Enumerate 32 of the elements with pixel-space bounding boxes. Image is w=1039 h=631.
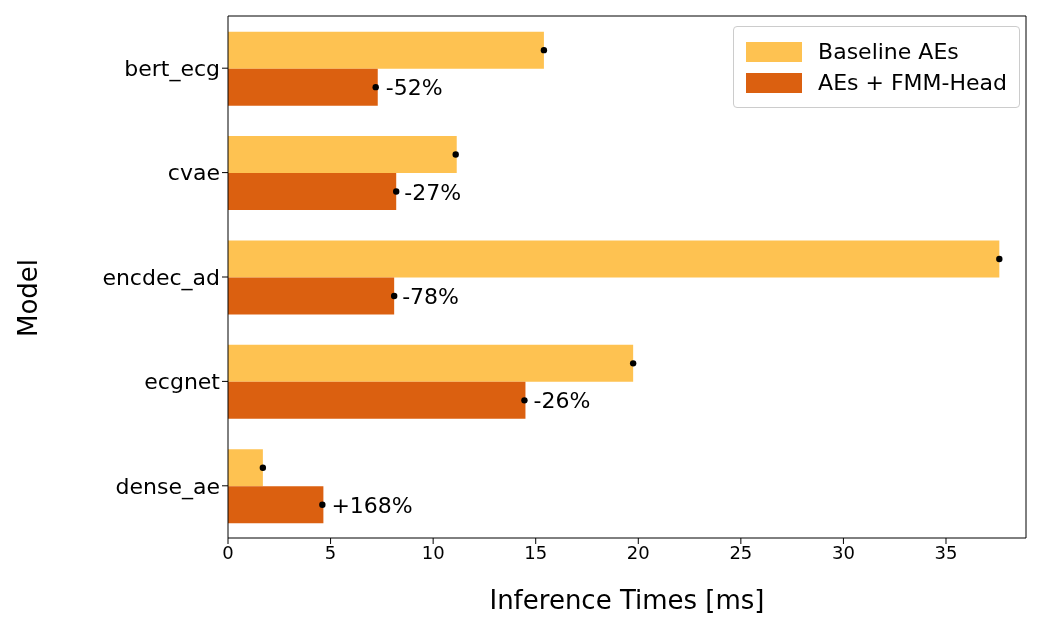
annotation: -26%	[533, 388, 591, 414]
x-axis-title: Inference Times [ms]	[489, 585, 765, 615]
y-tick-label: bert_ecg	[124, 56, 220, 83]
bar	[228, 173, 397, 211]
bar	[228, 486, 324, 524]
x-tick-label: 20	[626, 541, 650, 563]
bar	[228, 344, 634, 382]
x-tick-label: 25	[729, 541, 753, 563]
x-tick-label: 0	[222, 541, 234, 563]
x-tick-label: 35	[934, 541, 958, 563]
y-axis-title: Model	[13, 258, 44, 338]
annotation: -52%	[385, 75, 443, 101]
bar	[228, 381, 526, 419]
y-tick-label: cvae	[167, 160, 220, 186]
x-tick-label: 30	[831, 541, 855, 563]
bar	[228, 136, 457, 174]
x-tick-label: 15	[524, 541, 548, 563]
legend-label: Baseline AEs	[818, 39, 959, 64]
annotation: -78%	[402, 283, 460, 309]
bar	[228, 449, 263, 487]
bar	[228, 240, 1000, 278]
x-tick-label: 10	[421, 541, 445, 563]
bar	[228, 68, 378, 106]
y-tick-label: dense_ae	[115, 473, 220, 500]
y-tick-label: ecgnet	[144, 369, 221, 395]
annotation: -27%	[404, 179, 462, 205]
annotation: +168%	[331, 492, 413, 518]
y-tick-label: encdec_ad	[102, 264, 220, 291]
bar	[228, 277, 395, 315]
legend-label: AEs + FMM-Head	[818, 70, 1007, 95]
bar	[228, 31, 544, 69]
x-tick-label: 5	[324, 541, 337, 563]
